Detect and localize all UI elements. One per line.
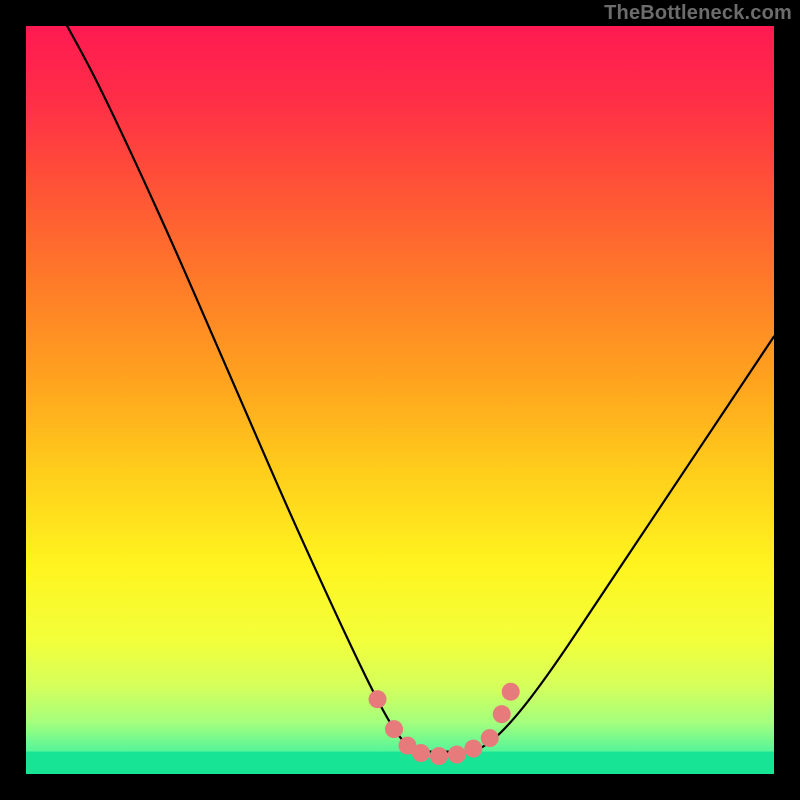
watermark-text: TheBottleneck.com [604,2,792,25]
chart-svg [26,26,774,774]
trough-marker [448,746,466,764]
chart-frame: TheBottleneck.com [0,0,800,800]
bottom-band [26,752,774,774]
trough-marker [412,744,430,762]
trough-marker [430,747,448,765]
trough-marker [464,740,482,758]
trough-marker [369,690,387,708]
plot-area [26,26,774,774]
trough-marker [481,729,499,747]
gradient-background [26,26,774,774]
trough-marker [493,705,511,723]
trough-marker [502,683,520,701]
trough-marker [385,720,403,738]
